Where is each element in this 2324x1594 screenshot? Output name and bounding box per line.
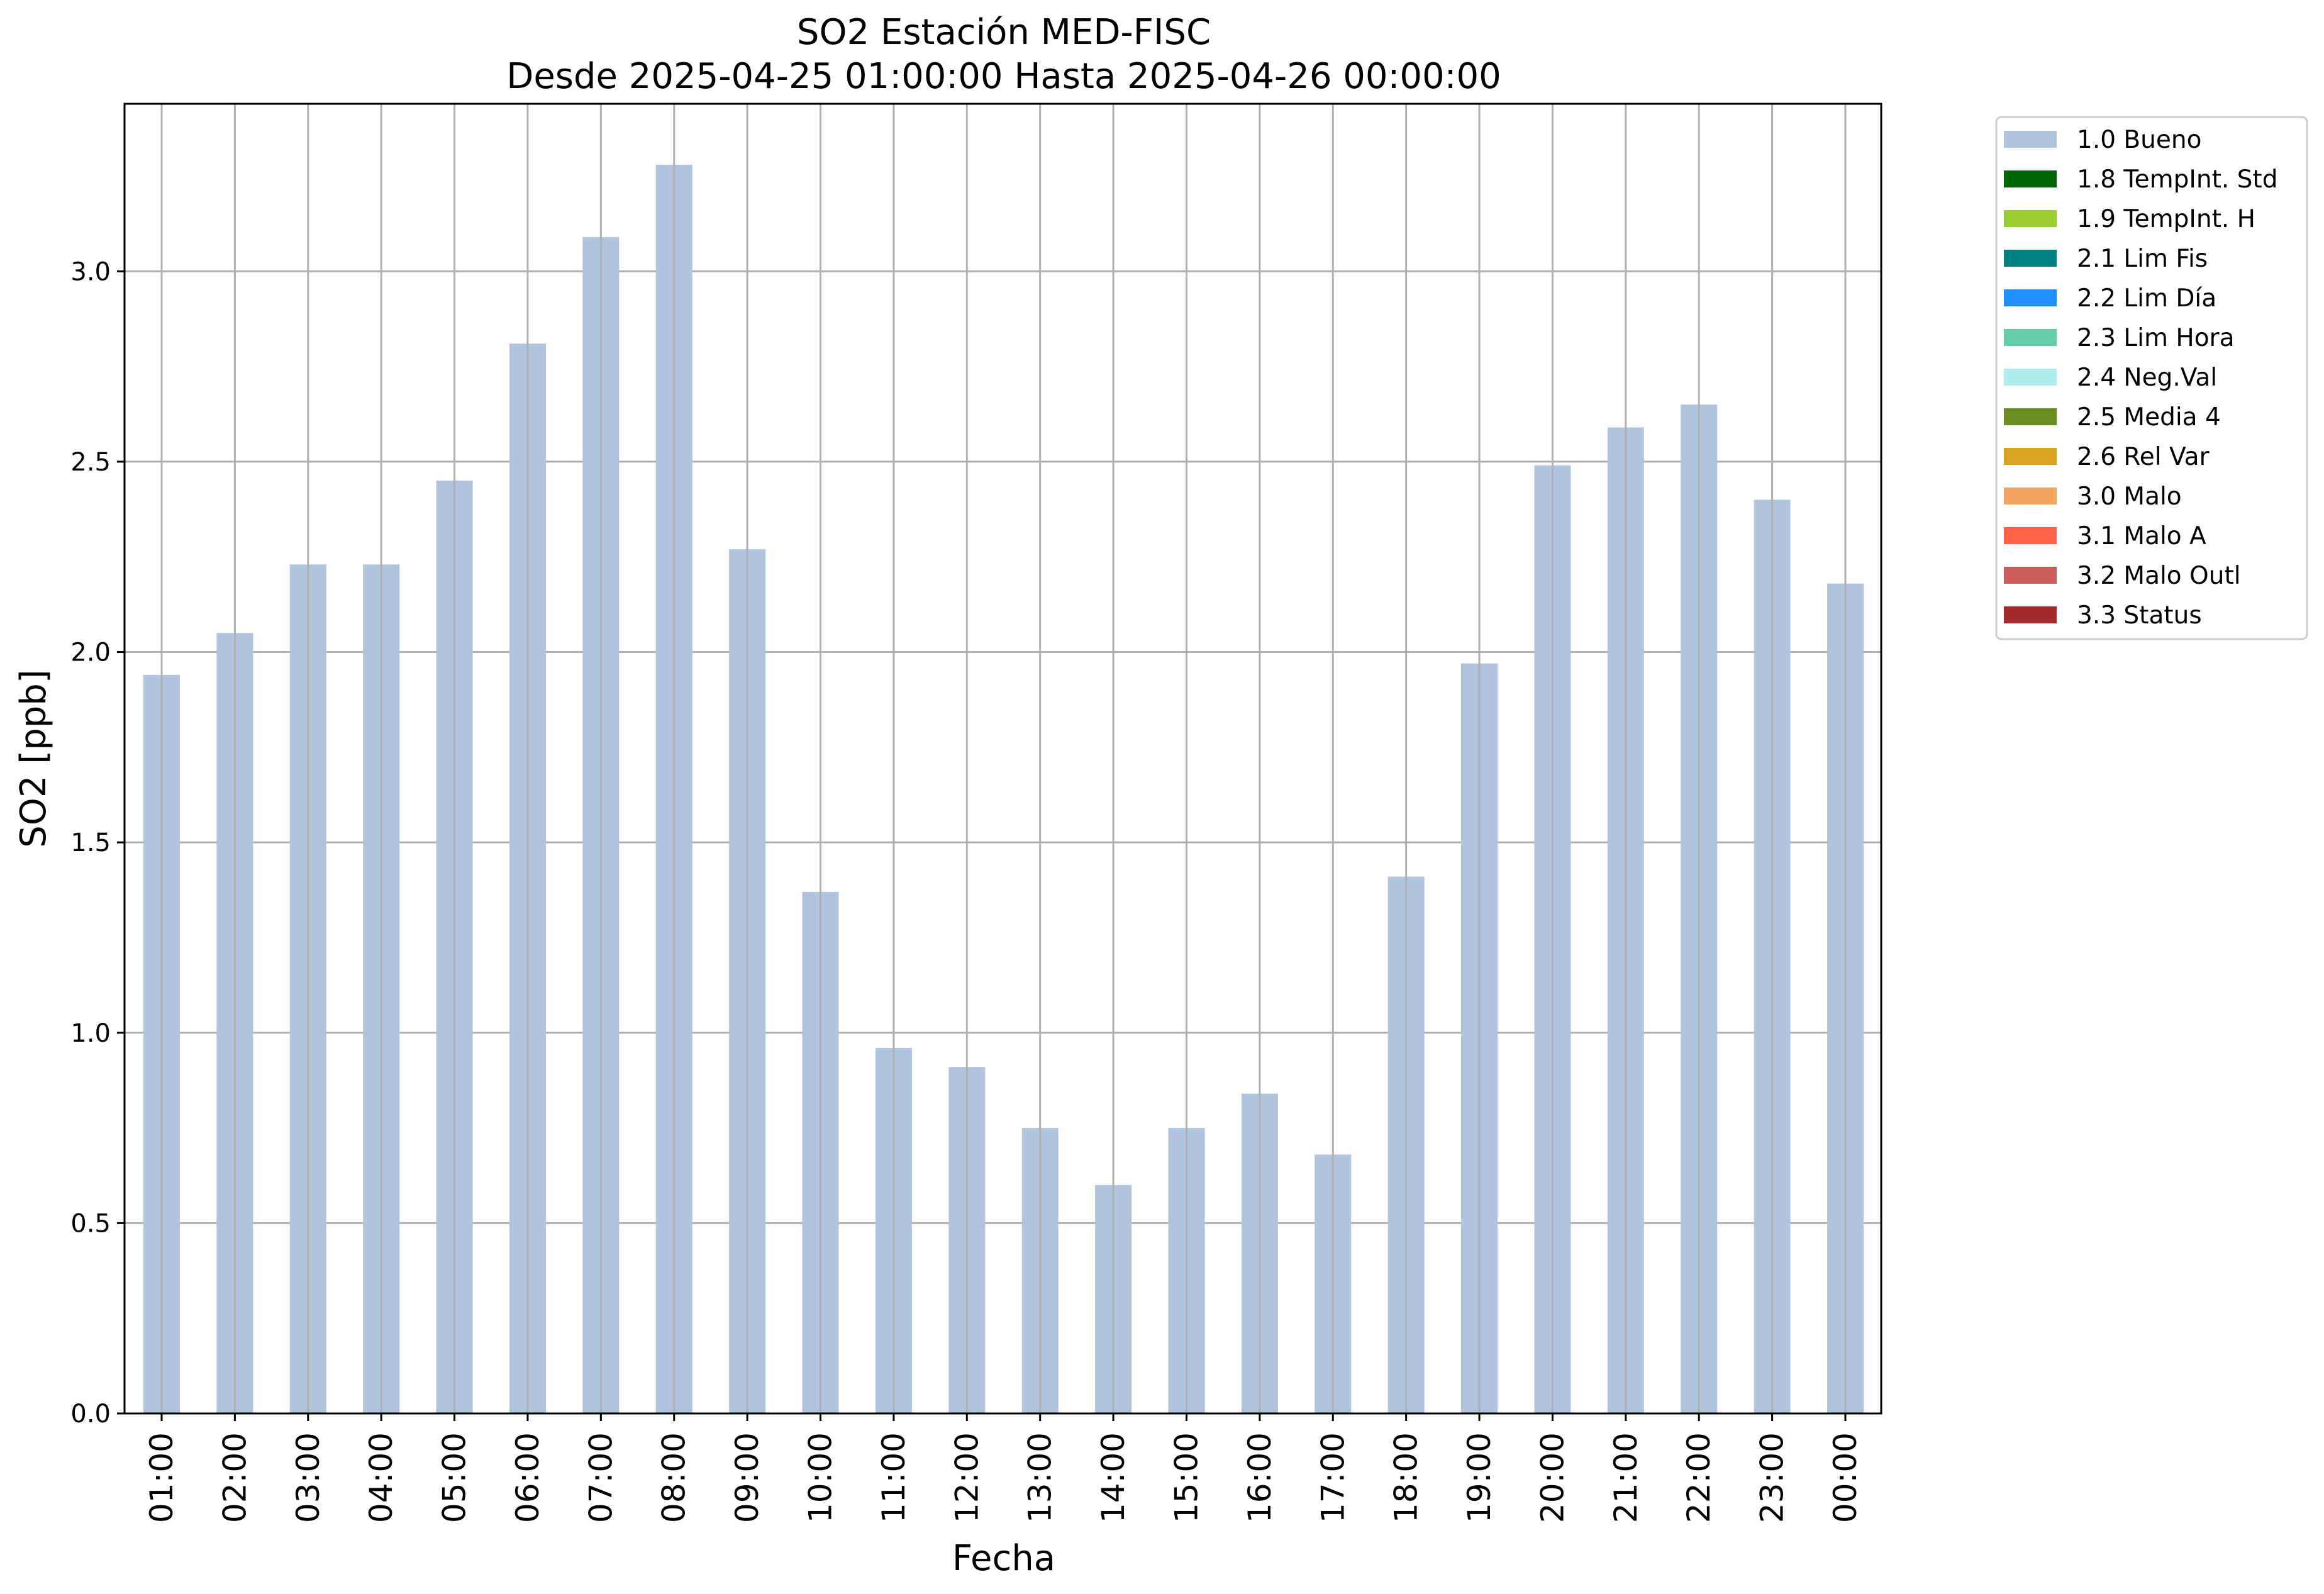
chart-title: SO2 Estación MED-FISC xyxy=(797,12,1211,53)
legend-label: 1.0 Bueno xyxy=(2077,126,2201,154)
x-tick-label: 17:00 xyxy=(1315,1432,1351,1523)
y-tick-label: 1.5 xyxy=(70,828,111,857)
legend-label: 3.3 Status xyxy=(2077,601,2202,630)
legend-box xyxy=(1995,116,2308,640)
legend-label: 2.2 Lim Día xyxy=(2077,284,2216,313)
legend-label: 2.1 Lim Fis xyxy=(2077,245,2208,273)
x-tick-label: 09:00 xyxy=(729,1432,765,1523)
legend-swatch xyxy=(2004,567,2057,584)
grid-lines xyxy=(125,270,1881,1415)
x-tick-label: 23:00 xyxy=(1754,1432,1791,1523)
legend-swatch xyxy=(2004,369,2057,386)
y-tick-label: 0.0 xyxy=(70,1400,111,1429)
legend-swatch xyxy=(2004,329,2057,346)
chart-subtitle: Desde 2025-04-25 01:00:00 Hasta 2025-04-… xyxy=(506,56,1501,97)
x-tick-label: 12:00 xyxy=(948,1432,985,1523)
x-tick-label: 19:00 xyxy=(1461,1432,1498,1523)
legend-label: 3.1 Malo A xyxy=(2077,522,2206,550)
x-tick-label: 03:00 xyxy=(290,1432,326,1523)
legend-swatch xyxy=(2004,606,2057,623)
y-axis-label: SO2 [ppb] xyxy=(13,669,54,847)
legend-swatch xyxy=(2004,210,2057,227)
legend-label: 2.4 Neg.Val xyxy=(2077,364,2217,392)
x-tick-label: 16:00 xyxy=(1242,1432,1278,1523)
legend-swatch xyxy=(2004,527,2057,544)
legend-label: 2.6 Rel Var xyxy=(2077,443,2210,471)
x-tick-label: 15:00 xyxy=(1168,1432,1204,1523)
legend-label: 3.2 Malo Outl xyxy=(2077,562,2241,590)
x-tick-label: 21:00 xyxy=(1608,1432,1644,1523)
x-tick-label: 11:00 xyxy=(876,1432,912,1523)
x-tick-label: 02:00 xyxy=(216,1432,253,1523)
legend-label: 2.5 Media 4 xyxy=(2077,403,2221,432)
legend-label: 1.9 TempInt. H xyxy=(2077,205,2255,233)
legend-label: 3.0 Malo xyxy=(2077,482,2182,511)
x-axis-ticks: 01:00 02:00 03:00 04:00 05:00 06:00 07:00 08:00… xyxy=(143,1413,1864,1523)
legend-label: 2.3 Lim Hora xyxy=(2077,324,2235,352)
legend: 1.0 Bueno 1.8 TempInt. Std 1.9 TempInt. H 2… xyxy=(1995,116,2308,640)
legend-swatch xyxy=(2004,488,2057,504)
y-tick-label: 2.0 xyxy=(70,638,111,667)
legend-swatch xyxy=(2004,250,2057,267)
x-tick-label: 14:00 xyxy=(1095,1432,1131,1523)
y-tick-label: 2.5 xyxy=(70,448,111,477)
x-tick-label: 18:00 xyxy=(1388,1432,1425,1523)
legend-swatch xyxy=(2004,131,2057,148)
plot-frame xyxy=(123,103,1882,1415)
x-tick-label: 01:00 xyxy=(143,1432,180,1523)
x-tick-label: 20:00 xyxy=(1534,1432,1571,1523)
x-tick-label: 08:00 xyxy=(656,1432,692,1523)
legend-swatch xyxy=(2004,448,2057,465)
x-tick-label: 06:00 xyxy=(509,1432,546,1523)
x-axis-label: Fecha xyxy=(952,1538,1055,1579)
x-tick-label: 05:00 xyxy=(436,1432,473,1523)
x-tick-label: 10:00 xyxy=(803,1432,839,1523)
y-tick-label: 3.0 xyxy=(70,257,111,286)
y-tick-label: 1.0 xyxy=(70,1019,111,1048)
x-grid-lines xyxy=(160,104,1847,1413)
x-tick-label: 07:00 xyxy=(582,1432,619,1523)
x-tick-label: 22:00 xyxy=(1681,1432,1717,1523)
legend-swatch xyxy=(2004,408,2057,425)
legend-swatch xyxy=(2004,289,2057,306)
y-tick-label: 0.5 xyxy=(70,1209,111,1238)
legend-label: 1.8 TempInt. Std xyxy=(2077,165,2277,194)
x-tick-label: 00:00 xyxy=(1827,1432,1864,1523)
x-tick-label: 04:00 xyxy=(363,1432,399,1523)
x-tick-label: 13:00 xyxy=(1022,1432,1059,1523)
y-axis-ticks: 0.0 0.5 1.0 1.5 2.0 2.5 3.0 xyxy=(70,257,125,1429)
legend-swatch xyxy=(2004,170,2057,187)
